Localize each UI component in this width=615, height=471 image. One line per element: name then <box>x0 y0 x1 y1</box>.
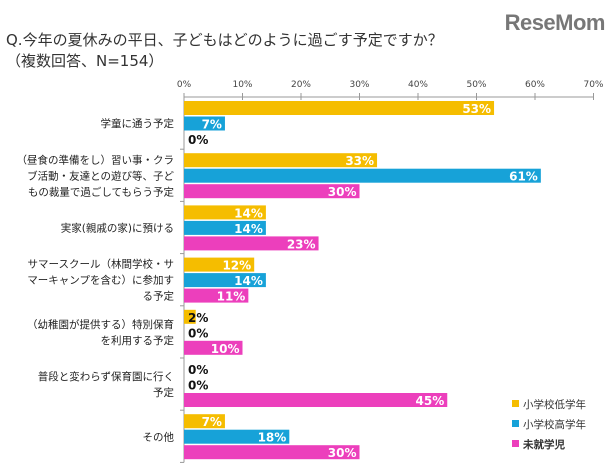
category-label: 予定 <box>153 386 174 399</box>
bar-3 <box>184 393 448 407</box>
data-label: 30% <box>328 446 357 460</box>
data-label: 14% <box>234 274 263 288</box>
data-label: 7% <box>202 118 222 132</box>
data-label: 7% <box>202 415 222 429</box>
legend-swatch <box>512 400 519 407</box>
data-label: 14% <box>234 206 263 220</box>
category-label: もの裁量で過ごしてもらう予定 <box>28 185 175 198</box>
x-tick-label: 10% <box>232 80 252 90</box>
data-label: 61% <box>509 170 538 184</box>
legend-label: 未就学児 <box>522 438 565 451</box>
bar-2 <box>184 168 541 183</box>
category-label: その他 <box>143 430 175 443</box>
category-label: ブ活動・友達との遊び等、子ど <box>27 169 174 182</box>
x-tick-label: 50% <box>466 80 486 90</box>
x-tick-label: 70% <box>583 80 603 90</box>
bar-1 <box>184 414 225 429</box>
bar-2 <box>184 116 225 131</box>
bar-2 <box>184 220 266 235</box>
category-label: る予定 <box>143 290 175 303</box>
x-tick-label: 60% <box>525 80 545 90</box>
category-label: マーキャンプを含む）に参加す <box>27 274 174 287</box>
resemom-logo: ReseMom <box>504 10 606 35</box>
category-label: サマースクール（林間学校・サ <box>28 258 174 271</box>
bar-1 <box>184 153 378 168</box>
bar-3 <box>184 184 360 199</box>
bar-3 <box>184 340 243 355</box>
category-label: （幼稚園が提供する）特別保育 <box>27 318 174 331</box>
data-label: 2% <box>188 311 208 325</box>
legend-swatch <box>512 420 519 427</box>
legend-swatch <box>512 440 519 447</box>
category-label: 実家(親戚の家)に預ける <box>61 222 174 235</box>
bar-3 <box>184 445 360 460</box>
data-label: 0% <box>188 326 208 340</box>
legend-label: 小学校高学年 <box>523 418 586 431</box>
bar-3 <box>184 288 249 303</box>
category-label: （昼食の準備をし）習い事・クラ <box>17 153 175 166</box>
data-label: 45% <box>416 394 445 408</box>
data-label: 23% <box>287 237 316 251</box>
bar-1 <box>184 101 495 115</box>
data-label: 30% <box>328 185 357 199</box>
data-label: 0% <box>188 363 208 377</box>
x-tick-label: 20% <box>291 80 311 90</box>
legend-label: 小学校低学年 <box>523 398 586 411</box>
chart-subtitle: （複数回答、N=154） <box>6 52 164 70</box>
data-label: 12% <box>222 259 251 273</box>
data-label: 0% <box>188 379 208 393</box>
bar-1 <box>184 309 196 324</box>
data-label: 10% <box>211 342 240 356</box>
bar-1 <box>184 257 255 272</box>
data-label: 18% <box>258 431 287 445</box>
bar-3 <box>184 236 319 251</box>
x-tick-label: 40% <box>408 80 428 90</box>
bar-1 <box>184 205 266 220</box>
category-label: を利用する予定 <box>101 334 175 347</box>
data-label: 14% <box>234 222 263 236</box>
x-tick-label: 0% <box>177 80 192 90</box>
data-label: 11% <box>217 290 246 304</box>
category-label: 普段と変わらず保育園に行く <box>38 370 174 383</box>
chart-title: Q.今年の夏休みの平日、子どもはどのように過ごす予定ですか？ <box>6 31 443 49</box>
x-tick-label: 30% <box>349 80 369 90</box>
category-label: 学童に通う予定 <box>101 117 175 130</box>
data-label: 33% <box>345 154 374 168</box>
bar-2 <box>184 429 290 444</box>
bar-2 <box>184 273 266 288</box>
data-label: 0% <box>188 133 208 147</box>
data-label: 53% <box>462 102 491 116</box>
